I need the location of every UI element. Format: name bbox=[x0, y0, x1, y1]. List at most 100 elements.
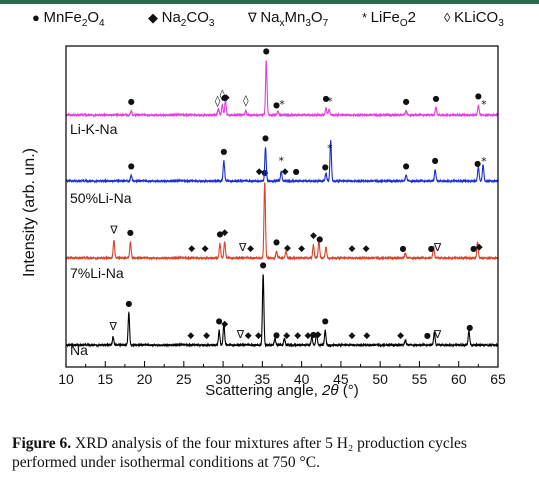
peak-marker: ◆ bbox=[298, 244, 305, 254]
peak-marker: ◆ bbox=[476, 242, 483, 252]
peak-marker: ◆ bbox=[348, 244, 355, 254]
peak-marker: ● bbox=[432, 156, 439, 165]
peak-marker: ● bbox=[262, 133, 269, 142]
x-tick-label: 25 bbox=[176, 371, 192, 387]
peak-marker: ◆ bbox=[221, 228, 228, 238]
peak-marker: * bbox=[278, 154, 284, 167]
legend-entry: * LiFeO2 bbox=[362, 9, 416, 29]
series-line bbox=[65, 274, 499, 348]
x-tick-label: 30 bbox=[215, 371, 231, 387]
peak-marker: ● bbox=[260, 261, 267, 270]
peak-marker: ◊ bbox=[243, 94, 249, 107]
x-tick-label: 55 bbox=[412, 371, 428, 387]
legend-entry: ● MnFe2O4 bbox=[32, 9, 105, 29]
peak-marker: ● bbox=[428, 244, 435, 253]
peak-marker: ◆ bbox=[188, 244, 195, 254]
peak-marker: ◆ bbox=[304, 331, 311, 341]
peak-marker: ● bbox=[263, 47, 270, 56]
peak-marker: ◆ bbox=[256, 167, 263, 177]
x-tick-label: 50 bbox=[372, 371, 388, 387]
peak-marker: ◆ bbox=[348, 331, 355, 341]
peak-marker: ● bbox=[273, 238, 280, 247]
x-tick-label: 40 bbox=[294, 371, 310, 387]
peak-marker: ● bbox=[470, 244, 477, 253]
x-tick-label: 35 bbox=[255, 371, 271, 387]
series-line bbox=[65, 182, 499, 261]
page-top-bar bbox=[0, 0, 539, 4]
peak-marker: ◊ bbox=[220, 88, 226, 101]
caption-text: XRD analysis of the four mixtures after … bbox=[12, 435, 467, 471]
peak-marker: ● bbox=[221, 93, 228, 102]
peak-marker: * bbox=[327, 142, 333, 155]
peak-marker: * bbox=[279, 98, 285, 111]
peak-marker: ◆ bbox=[363, 244, 370, 254]
x-tick-label: 45 bbox=[333, 371, 349, 387]
peak-marker: ● bbox=[322, 163, 329, 172]
peak-marker: ● bbox=[128, 161, 135, 170]
x-axis-ticks: 10 15 20 25 30 35 40 45 50 55 60 65 bbox=[58, 361, 506, 387]
peak-marker: ∇ bbox=[108, 320, 117, 333]
peak-marker: ◆ bbox=[310, 231, 317, 241]
peak-marker: ◆ bbox=[203, 331, 210, 341]
peak-marker: ◆ bbox=[255, 331, 262, 341]
series-label: 7%Li-Na bbox=[70, 265, 124, 281]
series-labels: Na 7%Li-Na 50%Li-Na Li-K-Na bbox=[70, 121, 132, 358]
caption-lead: Figure 6. bbox=[12, 435, 72, 452]
peak-marker: ∇ bbox=[433, 328, 442, 341]
peak-marker: ● bbox=[322, 317, 329, 326]
legend-entry: ∇ NaxMn3O7 bbox=[247, 9, 329, 29]
peak-marker: ● bbox=[432, 94, 439, 103]
x-tick-label: 20 bbox=[137, 371, 153, 387]
x-tick-label: 15 bbox=[97, 371, 113, 387]
peak-marker: ● bbox=[127, 228, 134, 237]
peak-marker: ● bbox=[216, 230, 223, 239]
peak-marker: ● bbox=[474, 159, 481, 168]
peak-marker: ● bbox=[293, 167, 300, 176]
x-axis-label: Scattering angle, 2θ (°) bbox=[205, 382, 358, 399]
series-line bbox=[65, 140, 499, 184]
peak-marker: ∇ bbox=[433, 241, 442, 254]
peak-marker: ● bbox=[322, 94, 329, 103]
peak-marker: ● bbox=[316, 234, 323, 243]
series-label: 50%Li-Na bbox=[70, 190, 132, 206]
peak-marker: ◊ bbox=[215, 94, 221, 107]
peak-marker: ● bbox=[466, 323, 473, 332]
x-tick-label: 60 bbox=[451, 371, 467, 387]
peak-marker: ● bbox=[399, 244, 406, 253]
peak-marker: * bbox=[481, 155, 487, 168]
series-label: Li-K-Na bbox=[70, 121, 118, 137]
peak-marker: ∇ bbox=[109, 223, 118, 236]
peak-marker: ◆ bbox=[315, 330, 322, 340]
legend-entry: ◆ Na2CO3 bbox=[148, 9, 215, 29]
peak-marker: ● bbox=[403, 97, 410, 106]
peak-marker: ◆ bbox=[284, 243, 291, 253]
peak-marker: ● bbox=[125, 299, 132, 308]
peak-marker: * bbox=[327, 95, 333, 108]
peak-marker: ◆ bbox=[223, 93, 230, 103]
x-tick-label: 10 bbox=[58, 371, 74, 387]
peak-marker: ◆ bbox=[294, 331, 301, 341]
peak-marker: ● bbox=[310, 330, 317, 339]
peak-marker: ∇ bbox=[236, 328, 245, 341]
y-axis-label: Intensity (arb. un.) bbox=[21, 148, 38, 277]
legend: ● MnFe2O4 ◆ Na2CO3 ∇ NaxMn3O7 * LiFeO2 ◊ KLi… bbox=[32, 9, 504, 29]
peak-marker: ◆ bbox=[202, 244, 209, 254]
peak-marker: * bbox=[481, 98, 487, 111]
legend-entry: ◊ KLiCO3 bbox=[444, 9, 504, 29]
x-tick-label: 65 bbox=[490, 371, 506, 387]
peak-marker: ◆ bbox=[221, 319, 228, 329]
peak-marker: ● bbox=[475, 91, 482, 100]
peak-marker: ● bbox=[403, 161, 410, 170]
peak-marker: ◆ bbox=[363, 331, 370, 341]
peak-marker: ● bbox=[220, 147, 227, 156]
peak-marker: ◆ bbox=[397, 331, 404, 341]
peak-marker: ◆ bbox=[283, 331, 290, 341]
figure-caption: Figure 6. XRD analysis of the four mixtu… bbox=[12, 434, 527, 472]
peak-marker: ● bbox=[273, 101, 280, 110]
peak-marker: ◆ bbox=[247, 244, 254, 254]
peak-marker: ● bbox=[424, 331, 431, 340]
peak-marker: ◆ bbox=[282, 167, 289, 177]
peak-marker: ∇ bbox=[238, 241, 247, 254]
xrd-chart: ● MnFe2O4 ◆ Na2CO3 ∇ NaxMn3O7 * LiFeO2 ◊ KLi… bbox=[21, 9, 506, 399]
peak-marker: ◆ bbox=[187, 331, 194, 341]
